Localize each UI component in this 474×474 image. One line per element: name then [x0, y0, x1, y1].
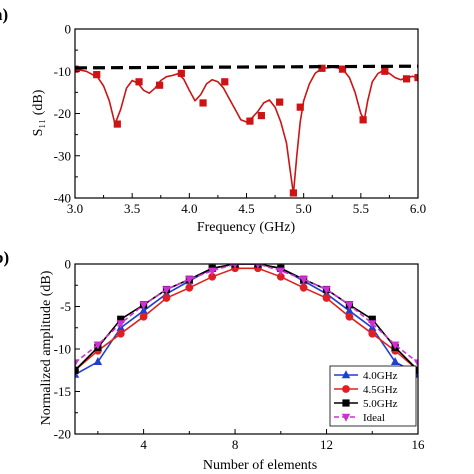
panel-b-series-3-marker: [232, 264, 238, 269]
panel-b-series-1-marker: [276, 272, 285, 281]
panel-b-y-tick-label: -15: [54, 384, 71, 399]
panel-a-s11-curve: [75, 66, 418, 195]
panel-a-s11-marker: [276, 98, 284, 106]
panel-b-series-3-marker: [322, 286, 331, 295]
panel-a-s11-marker: [289, 189, 297, 197]
panel-a-frame: [74, 28, 419, 199]
panel-b-series-3-marker: [276, 267, 285, 276]
panel-b-legend-marker-0: [341, 370, 351, 379]
panel-b-series-0-marker: [139, 305, 148, 314]
panel-b-series-3-marker: [139, 301, 148, 310]
panel-b-series-0-marker: [345, 305, 354, 314]
panel-b-series-3-marker: [413, 359, 418, 368]
panel-b-series-0-marker: [93, 356, 103, 365]
panel-b-series-3-marker: [255, 264, 261, 269]
panel-b-x-tick-label: 4: [140, 437, 147, 452]
panel-a-s11-marker: [246, 117, 254, 125]
panel-b-series-1-marker: [185, 283, 194, 292]
panel-b-series-3-marker: [75, 359, 80, 368]
panel-b-series-3-marker: [208, 267, 217, 276]
panel-a-x-tick-label: 5.5: [353, 201, 369, 216]
panel-b: b) Number of elements Normalized amplitu…: [0, 248, 425, 473]
panel-a-label: a): [0, 5, 8, 24]
panel-b-legend-marker-1: [342, 385, 350, 393]
panel-b-ylabel: Normalized amplitude (dB): [39, 270, 54, 425]
panel-a-s11-marker: [414, 73, 418, 82]
panel-a-x-tick-label: 6.0: [410, 201, 426, 216]
panel-a-s11-marker: [338, 65, 347, 73]
panel-a-y-tick-label: -30: [54, 148, 71, 163]
panel-a-x-tick-label: 5.0: [296, 201, 312, 216]
panel-b-series-1-line: [75, 267, 418, 371]
panel-a-s11-marker: [93, 71, 101, 79]
panel-b-series-1-marker: [116, 329, 125, 338]
panel-a-y-tick-label: -20: [54, 106, 71, 121]
panel-b-label: b): [0, 248, 9, 267]
panel-a-plot: [75, 64, 418, 197]
panel-b-series-1-marker: [139, 312, 148, 321]
panel-a-y-tick-label: -10: [54, 64, 71, 79]
panel-b-series-1-marker: [322, 294, 331, 302]
panel-b-series-1-marker: [299, 283, 308, 292]
panel-b-y-tick-label: 0: [65, 257, 72, 272]
panel-b-series-3-marker: [345, 301, 354, 310]
panel-a-ylabel: S₁₁ (dB): [31, 89, 46, 136]
panel-a-y-tick-label: 0: [65, 22, 72, 37]
panel-b-x-tick-label: 12: [320, 437, 333, 452]
panel-b-series-3-marker: [299, 276, 308, 285]
panel-a-s11-marker: [199, 99, 207, 107]
panel-a-x-tick-label: 3.5: [124, 201, 140, 216]
panel-a-s11-marker: [296, 103, 304, 111]
panel-b-series-3-line: [75, 264, 418, 364]
panel-b-series-1-marker: [368, 329, 377, 338]
panel-a-s11-marker: [402, 75, 411, 83]
panel-b-series-0-marker: [390, 356, 400, 365]
panel-a-x-tick-label: 4.5: [238, 201, 254, 216]
panel-a-reference-line: [75, 64, 418, 70]
panel-b-series-1-marker: [162, 294, 171, 302]
panel-a-s11-marker: [359, 116, 367, 124]
panel-b-legend-label-3: Ideal: [363, 412, 385, 424]
panel-b-series-2-line: [75, 264, 418, 371]
panel-b-y-tick-label: -5: [60, 299, 71, 314]
panel-b-series-2-marker: [368, 315, 376, 323]
panel-a-xlabel: Frequency (GHz): [197, 220, 296, 235]
panel-a-s11-marker: [257, 112, 265, 120]
panel-a-s11-marker: [221, 78, 229, 86]
panel-a-x-tick-label: 4.0: [181, 201, 197, 216]
panel-a-s11-marker: [177, 69, 185, 77]
panel-b-plot: [75, 264, 418, 378]
panel-b-series-3-marker: [93, 341, 103, 350]
panel-a-s11-marker: [135, 78, 143, 86]
panel-b-series-3-marker: [185, 276, 194, 285]
panel-a-s11-marker: [113, 120, 121, 128]
panel-b-series-3-marker: [162, 286, 171, 295]
panel-b-series-3-marker: [116, 320, 125, 329]
panel-a-s11-marker: [156, 81, 164, 89]
panel-b-y-tick-label: -10: [54, 342, 71, 357]
panel-b-xlabel: Number of elements: [203, 458, 317, 473]
panel-a-s11-marker: [318, 64, 326, 72]
panel-a-y-tick-label: -40: [54, 191, 71, 206]
panel-b-series-2-marker: [117, 315, 125, 323]
panel-b-series-1-marker: [208, 272, 217, 281]
panel-b-legend-marker-3: [341, 413, 351, 422]
panel-b-x-tick-label: 16: [412, 437, 426, 452]
panel-a: a) Frequency (GHz) S₁₁ (dB) 3.0 3.5 4.0 4.5…: [0, 5, 426, 235]
panel-b-x-tick-label: 8: [232, 437, 239, 452]
panel-b-series-0-line: [75, 264, 418, 376]
panel-b-legend-label-0: 4.0GHz: [363, 370, 398, 382]
panel-a-x-tick-label: 3.0: [67, 201, 83, 216]
panel-b-series-1-marker: [345, 312, 354, 321]
panel-b-y-tick-label: -20: [54, 427, 71, 442]
panel-a-s11-marker: [381, 67, 389, 75]
panel-b-series-3-marker: [390, 341, 400, 350]
panel-b-legend-label-2: 5.0GHz: [363, 398, 398, 410]
panel-b-legend: 4.0GHz 4.5GHz 5.0GHz Ideal: [329, 365, 417, 427]
panel-b-legend-marker-2: [342, 399, 350, 407]
panel-b-legend-label-1: 4.5GHz: [363, 384, 398, 396]
panel-b-series-3-marker: [368, 320, 377, 329]
